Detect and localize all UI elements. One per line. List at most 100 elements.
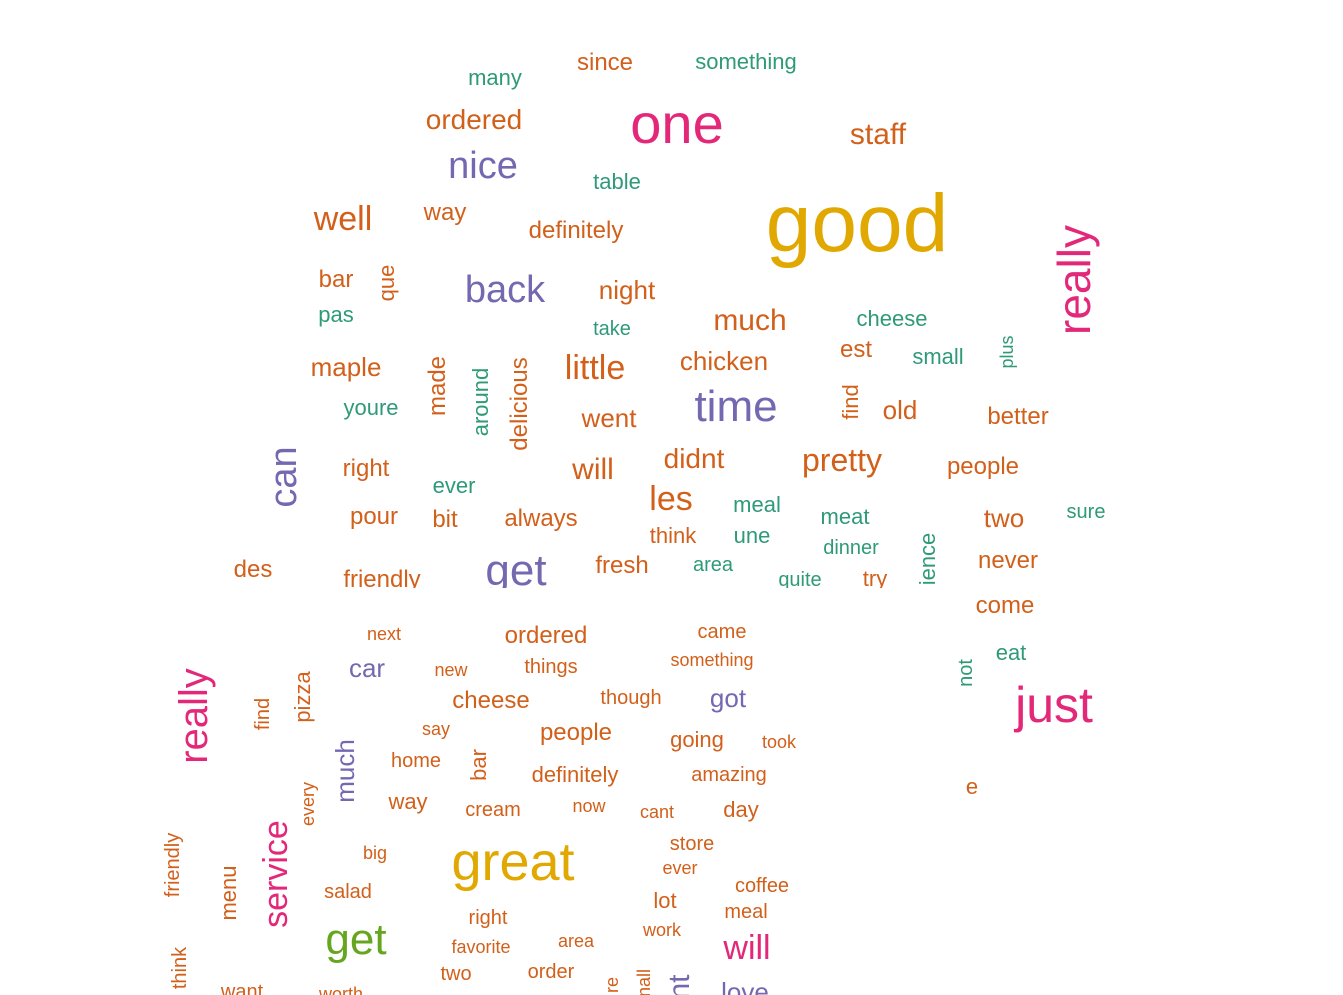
word-maple: maple bbox=[310, 352, 382, 382]
word-youre: youre bbox=[343, 395, 399, 420]
word-pas: pas bbox=[318, 302, 354, 327]
word-definitely: definitely bbox=[528, 217, 624, 244]
word-home: home bbox=[390, 750, 442, 772]
word-nall: nall bbox=[634, 968, 654, 995]
word-one: one bbox=[630, 92, 724, 155]
word-around: around bbox=[468, 367, 493, 437]
word-though: though bbox=[600, 687, 662, 709]
word-took: took bbox=[761, 732, 797, 752]
word-salad: salad bbox=[324, 881, 372, 903]
word-get: get bbox=[485, 546, 547, 589]
word-ever: ever bbox=[662, 858, 698, 878]
word-better: better bbox=[987, 403, 1049, 430]
word-think: think bbox=[169, 946, 191, 990]
word-meat: meat bbox=[820, 504, 870, 529]
word-much: much bbox=[330, 739, 360, 803]
word-time: time bbox=[694, 382, 778, 431]
word-worth: worth bbox=[318, 984, 364, 995]
word-favorite: favorite bbox=[451, 937, 511, 957]
word-take: take bbox=[593, 318, 631, 340]
word-find: find bbox=[838, 384, 863, 420]
word-re: re bbox=[602, 976, 622, 994]
word-things: things bbox=[524, 656, 578, 678]
word-night: night bbox=[598, 275, 656, 305]
word-une: une bbox=[733, 523, 771, 548]
word-pour: pour bbox=[349, 503, 399, 530]
word-going: going bbox=[670, 727, 724, 752]
word-next: next bbox=[366, 624, 402, 644]
word-well: well bbox=[313, 200, 373, 238]
word-bar: bar bbox=[466, 749, 491, 781]
word-meal: meal bbox=[733, 492, 781, 517]
word-not: not bbox=[955, 659, 977, 687]
word-can: can bbox=[263, 446, 305, 508]
word-service: service bbox=[257, 820, 295, 928]
word-friendly: friendly bbox=[162, 832, 184, 898]
word-will: will bbox=[572, 453, 614, 486]
word-love: love bbox=[721, 977, 769, 995]
word-chicken: chicken bbox=[679, 346, 769, 376]
word-really: really bbox=[1048, 225, 1100, 335]
word-meal: meal bbox=[724, 901, 768, 923]
word-quite: quite bbox=[778, 569, 822, 588]
word-fresh: fresh bbox=[595, 552, 649, 579]
word-work: work bbox=[642, 920, 682, 940]
word-two: two bbox=[440, 963, 472, 985]
word-ever: ever bbox=[432, 473, 476, 498]
word-e: e bbox=[965, 774, 979, 799]
word-coffee: coffee bbox=[734, 875, 790, 897]
word-way: way bbox=[423, 199, 467, 226]
word-say: say bbox=[421, 719, 451, 739]
word-much: much bbox=[713, 304, 787, 337]
word-day: day bbox=[723, 797, 759, 822]
word-nice: nice bbox=[448, 145, 518, 187]
word-now: now bbox=[572, 796, 606, 816]
word-didnt: didnt bbox=[663, 443, 725, 474]
word-two: two bbox=[983, 503, 1025, 533]
word-just: just bbox=[1015, 677, 1093, 733]
word-menu: menu bbox=[216, 865, 241, 921]
word-every: every bbox=[298, 781, 318, 827]
word-something: something bbox=[670, 650, 754, 670]
word-nt: nt bbox=[663, 974, 696, 995]
word-never: never bbox=[977, 547, 1039, 574]
word-car: car bbox=[348, 653, 386, 683]
word-something: something bbox=[695, 49, 797, 74]
word-get: get bbox=[325, 915, 387, 964]
word-plus: plus bbox=[997, 335, 1017, 369]
word-staff: staff bbox=[849, 118, 907, 151]
word-eat: eat bbox=[995, 640, 1027, 665]
word-order: order bbox=[527, 961, 575, 983]
word-bar: bar bbox=[318, 266, 354, 293]
word-great: great bbox=[451, 832, 575, 892]
word-definitely: definitely bbox=[531, 762, 619, 787]
word-think: think bbox=[649, 523, 697, 548]
word-area: area bbox=[557, 931, 595, 951]
word-good: good bbox=[765, 178, 949, 269]
word-back: back bbox=[464, 269, 546, 311]
word-bit: bit bbox=[432, 506, 458, 533]
word-got: got bbox=[709, 683, 747, 713]
word-will: will bbox=[723, 929, 771, 967]
word-want: want bbox=[220, 981, 264, 995]
word-try: try bbox=[862, 566, 888, 589]
word-les: les bbox=[649, 480, 693, 518]
word-always: always bbox=[504, 505, 578, 532]
word-amazing: amazing bbox=[691, 764, 767, 786]
word-people: people bbox=[539, 719, 613, 746]
word-came: came bbox=[697, 621, 747, 643]
word-est: est bbox=[839, 336, 873, 363]
word-pretty: pretty bbox=[801, 442, 883, 478]
word-cream: cream bbox=[465, 799, 521, 821]
word-friendly: friendly bbox=[343, 566, 421, 589]
word-went: went bbox=[581, 403, 637, 433]
word-ordered: ordered bbox=[504, 622, 588, 649]
word-area: area bbox=[692, 554, 734, 576]
word-right: right bbox=[342, 455, 390, 482]
word-really: really bbox=[172, 668, 216, 764]
word-big: big bbox=[362, 843, 388, 863]
word-right: right bbox=[468, 907, 508, 929]
word-lot: lot bbox=[653, 888, 677, 913]
word-made: made bbox=[424, 355, 451, 417]
word-cant: cant bbox=[639, 802, 675, 822]
